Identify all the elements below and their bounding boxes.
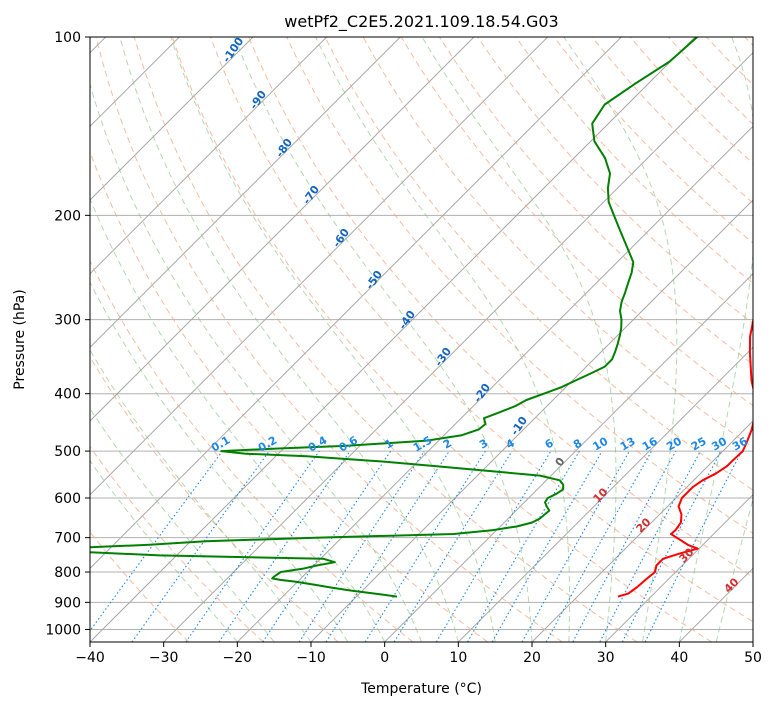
mixing-ratio-line (644, 450, 743, 642)
dry-adiabat-line (90, 356, 339, 642)
moist-adiabat-line (90, 82, 422, 642)
plot-frame (89, 36, 754, 643)
dry-adiabat-line (248, 37, 753, 578)
mixing-ratio-line (131, 450, 270, 642)
dry-adiabat-line (210, 37, 753, 623)
dry-adiabat-line (286, 37, 753, 534)
x-tick-label: 0 (380, 650, 389, 666)
mixing-ratio-line (90, 450, 223, 632)
x-tick-label: 30 (597, 650, 615, 666)
y-tick-label: 700 (54, 531, 81, 547)
x-tick-label: 10 (449, 650, 467, 666)
isotherm-line (90, 37, 622, 570)
mixing-ratio-line (393, 450, 513, 642)
chart-series-layer (90, 37, 753, 598)
moist-adiabat-line (90, 349, 312, 642)
isotherm-line (163, 51, 753, 642)
moist-adiabat-line (563, 37, 678, 642)
y-tick-label: 500 (54, 444, 81, 460)
isotherm-line (457, 346, 753, 642)
y-tick-label: 200 (54, 208, 81, 224)
dry-adiabat-line (90, 445, 264, 642)
dewpoint-profile-line (90, 37, 698, 598)
x-tick-label: 20 (523, 650, 541, 666)
y-tick-label: 400 (54, 387, 81, 403)
mixing-ratio-line (572, 450, 677, 642)
moist-adiabat-line (421, 37, 617, 642)
mixing-ratio-line (185, 450, 320, 642)
moist-adiabat-line (170, 37, 496, 642)
isotherm-line (384, 272, 753, 642)
dry-adiabat-line (95, 37, 563, 642)
isotherm-line (90, 37, 401, 349)
mixing-ratio-line (545, 450, 653, 642)
dry-adiabat-line (171, 37, 712, 642)
mixing-ratio-line (218, 450, 351, 642)
x-tick-label: 40 (670, 650, 688, 666)
y-axis-label: Pressure (hPa) (12, 289, 28, 389)
isotherm-line (90, 37, 328, 275)
isotherm-line (531, 420, 753, 642)
isotherm-line (90, 37, 549, 496)
x-tick-label: −40 (75, 650, 105, 666)
mixing-ratio-line (521, 450, 630, 642)
y-tick-label: 600 (54, 491, 81, 507)
isotherm-line (90, 37, 254, 201)
x-tick-label: −30 (149, 650, 179, 666)
moist-adiabat-line (90, 407, 275, 642)
isotherm-line (90, 37, 475, 422)
dry-adiabat-line (90, 259, 414, 642)
chart-axes-layer: −40 −30 −20 −10 0 10 20 30 40 50 100 200 300 400 500 60… (45, 30, 762, 666)
moist-adiabat-line (119, 37, 459, 642)
x-tick-label: 50 (744, 650, 762, 666)
moist-adiabat-line (715, 497, 753, 642)
isotherm-line (236, 125, 753, 642)
moist-adiabat-line (233, 37, 533, 642)
y-tick-label: 800 (54, 565, 81, 581)
y-tick-label: 100 (54, 30, 81, 46)
temperature-profile-line (617, 316, 753, 598)
moist-adiabat-line (90, 460, 238, 642)
y-tick-label: 300 (54, 313, 81, 329)
y-tick-label: 1000 (45, 622, 81, 638)
moist-adiabat-line (90, 197, 386, 642)
dry-adiabat-line (133, 37, 638, 642)
isotherm-line (605, 493, 753, 642)
mixing-ratio-line (262, 450, 392, 642)
x-tick-label: −10 (296, 650, 326, 666)
mixing-ratio-line (325, 450, 450, 642)
x-tick-label: −20 (223, 650, 253, 666)
moist-adiabat-line (90, 281, 349, 642)
chart-title: wetPf2_C2E5.2021.109.18.54.G03 (284, 12, 558, 32)
moist-adiabat-line (678, 37, 753, 642)
x-axis-label: Temperature (°C) (360, 681, 482, 697)
dry-adiabat-line (324, 37, 753, 491)
mixing-ratio-line (298, 450, 425, 642)
y-tick-label: 900 (54, 595, 81, 611)
dry-adiabat-line (515, 37, 753, 284)
